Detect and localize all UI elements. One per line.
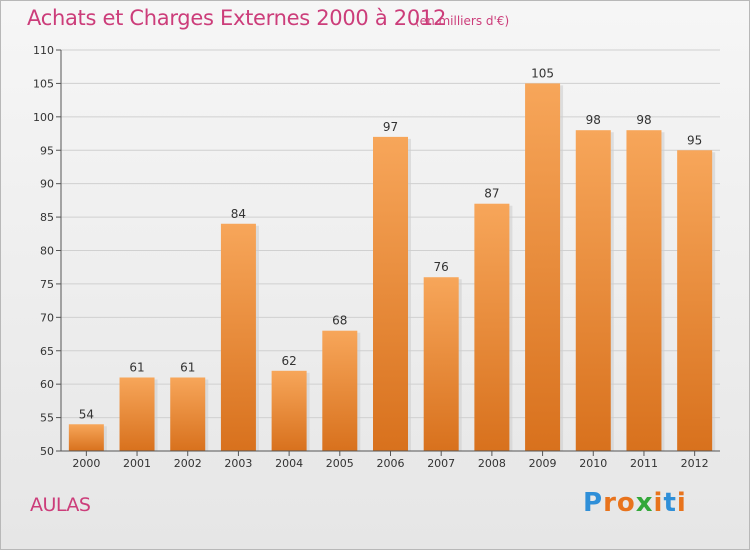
- data-label: 98: [586, 113, 601, 127]
- x-tick-label: 2000: [72, 457, 100, 470]
- data-label: 105: [531, 66, 554, 80]
- y-tick-label: 55: [40, 412, 54, 425]
- bar: [373, 136, 408, 451]
- data-label: 95: [687, 133, 702, 147]
- bar: [626, 130, 662, 451]
- labels: 50 55 60 65 70 75 80 85 90 95 100 105 110 54 2000 61 200…: [33, 44, 709, 470]
- y-tick-label: 60: [40, 378, 54, 391]
- chart-title: Achats et Charges Externes 2000 à 2012: [27, 6, 447, 30]
- bar: [677, 150, 713, 451]
- data-label: 54: [79, 407, 94, 421]
- bar: [322, 330, 358, 451]
- bar: [525, 83, 561, 452]
- data-label: 97: [383, 120, 398, 134]
- data-label: 76: [434, 260, 449, 274]
- bar: [119, 377, 155, 451]
- y-tick-label: 95: [40, 144, 54, 157]
- commune-name: AULAS: [30, 494, 91, 516]
- bar: [68, 424, 104, 451]
- logo-letter: P: [583, 488, 604, 518]
- y-tick-label: 65: [40, 345, 54, 358]
- x-tick-label: 2011: [630, 457, 658, 470]
- y-tick-label: 75: [40, 278, 54, 291]
- logo-letter: x: [635, 488, 654, 518]
- y-tick-label: 70: [40, 311, 54, 324]
- bar: [575, 130, 611, 451]
- x-tick-label: 2002: [174, 457, 202, 470]
- bar: [220, 223, 256, 451]
- data-label: 87: [484, 187, 499, 201]
- proxiti-logo: Proxiti: [583, 488, 687, 518]
- data-label: 84: [231, 207, 246, 221]
- x-tick-label: 2010: [579, 457, 607, 470]
- bar: [423, 277, 459, 451]
- x-tick-label: 2001: [123, 457, 151, 470]
- bar: [271, 370, 307, 451]
- chart-subtitle: (en milliers d'€): [415, 14, 510, 28]
- x-tick-label: 2003: [224, 457, 252, 470]
- data-label: 61: [129, 360, 144, 374]
- x-tick-label: 2004: [275, 457, 303, 470]
- y-tick-label: 110: [33, 44, 54, 57]
- logo-letter: i: [676, 488, 687, 518]
- axes: [56, 49, 720, 456]
- bar: [474, 203, 510, 451]
- x-tick-label: 2006: [377, 457, 405, 470]
- y-tick-label: 100: [33, 111, 54, 124]
- x-tick-label: 2008: [478, 457, 506, 470]
- data-label: 68: [332, 314, 347, 328]
- y-tick-label: 105: [33, 77, 54, 90]
- x-tick-label: 2012: [681, 457, 709, 470]
- y-tick-label: 90: [40, 178, 54, 191]
- logo-letter: r: [603, 488, 617, 518]
- logo-letter: t: [663, 488, 677, 518]
- bars: [68, 83, 716, 452]
- x-tick-label: 2007: [427, 457, 455, 470]
- data-label: 62: [281, 354, 296, 368]
- data-label: 98: [636, 113, 651, 127]
- logo-letter: i: [653, 488, 664, 518]
- y-tick-label: 85: [40, 211, 54, 224]
- bar: [170, 377, 206, 451]
- x-tick-label: 2009: [529, 457, 557, 470]
- y-tick-label: 80: [40, 245, 54, 258]
- logo-letter: o: [616, 488, 636, 518]
- x-tick-label: 2005: [326, 457, 354, 470]
- data-label: 61: [180, 360, 195, 374]
- y-tick-label: 50: [40, 445, 54, 458]
